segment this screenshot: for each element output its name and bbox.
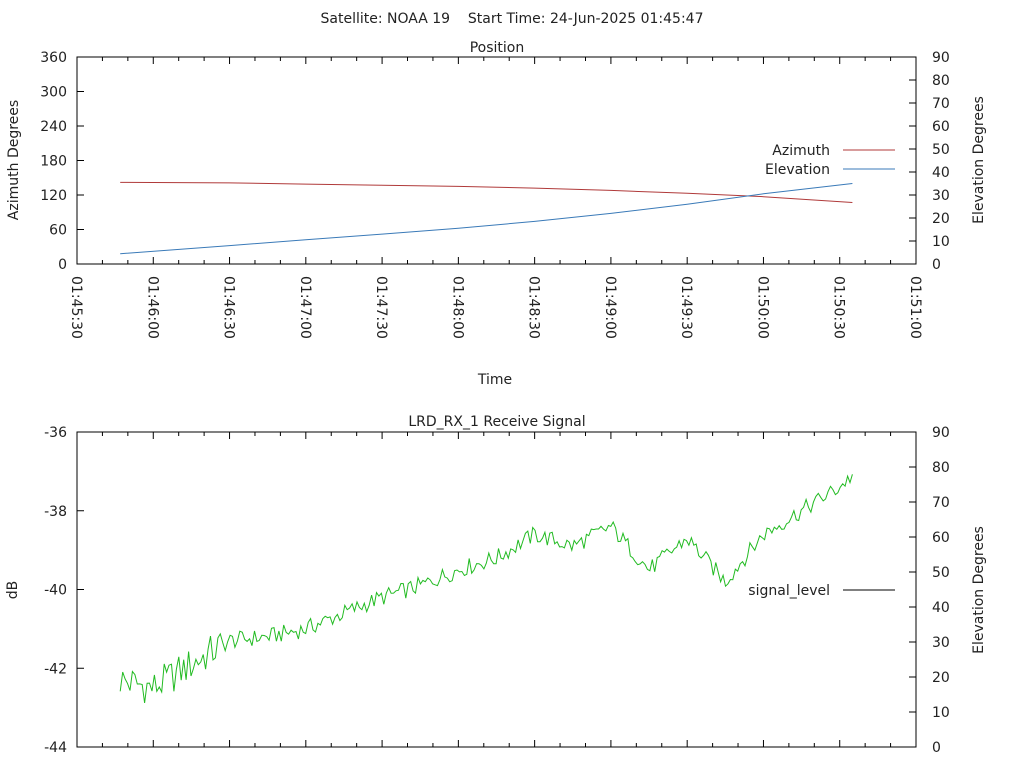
legend-label-azimuth: Azimuth (772, 143, 830, 159)
signal-level-line (119, 474, 853, 703)
position-series-line-azimuth (120, 181, 853, 203)
position-series-line-elevation (120, 183, 853, 255)
signal-y2-tick-label: 40 (932, 600, 950, 616)
position-chart: Position 0 60 120 180 240 300 360 0 10 20 30 40 50 6… (6, 40, 987, 388)
signal-y-axis-label: dB (5, 581, 21, 600)
signal-y2-tick-label: 70 (932, 495, 950, 511)
position-y2-tick-label: 0 (932, 257, 941, 273)
signal-y-tick-label: -44 (44, 740, 67, 756)
signal-y2-tick-label: 50 (932, 565, 950, 581)
signal-y2-tick-label: 20 (932, 670, 950, 686)
signal-plot-frame (76, 431, 917, 748)
position-x-tick-label: 01:46:30 (221, 276, 237, 339)
signal-y-tick-label: -40 (44, 583, 67, 599)
signal-y2-tick-label: 10 (932, 705, 950, 721)
position-ticks (76, 56, 917, 265)
signal-y2-axis-label: Elevation Degrees (971, 526, 987, 654)
signal-y2-tick-label: 0 (932, 740, 941, 756)
position-y2-axis-label: Elevation Degrees (971, 96, 987, 224)
signal-ticks (76, 431, 917, 748)
signal-y-tick-label: -42 (44, 661, 67, 677)
position-x-tick-label: 01:48:00 (449, 276, 465, 339)
position-x-tick-labels: 01:45:30 01:46:00 01:46:30 01:47:00 01:47:30… (68, 276, 923, 339)
signal-y2-tick-label: 30 (932, 635, 950, 651)
position-x-tick-label: 01:45:30 (68, 276, 84, 339)
figure-title: Satellite: NOAA 19 Start Time: 24-Jun-20… (321, 11, 704, 27)
position-y-tick-labels: 0 60 120 180 240 300 360 (40, 50, 67, 273)
position-y2-tick-label: 80 (932, 73, 950, 89)
position-y-tick-label: 60 (49, 223, 67, 239)
position-x-tick-label: 01:47:00 (297, 276, 313, 339)
position-y2-tick-label: 10 (932, 234, 950, 250)
position-x-tick-label: 01:49:30 (678, 276, 694, 339)
position-y-tick-label: 360 (40, 50, 67, 66)
position-y2-tick-label: 60 (932, 119, 950, 135)
position-y-tick-label: 120 (40, 188, 67, 204)
position-x-tick-label: 01:47:30 (373, 276, 389, 339)
position-x-tick-label: 01:51:00 (907, 276, 923, 339)
position-legend: Azimuth Elevation (765, 143, 895, 178)
signal-y-tick-labels: -44 -42 -40 -38 -36 (44, 425, 67, 756)
position-series (120, 181, 853, 255)
position-plot-frame (76, 56, 917, 265)
signal-y2-tick-label: 90 (932, 425, 950, 441)
signal-y-tick-label: -38 (44, 504, 67, 520)
position-x-tick-label: 01:49:00 (602, 276, 618, 339)
position-y2-tick-label: 50 (932, 142, 950, 158)
position-x-tick-label: 01:50:30 (831, 276, 847, 339)
signal-y-tick-label: -36 (44, 425, 67, 441)
signal-series (119, 474, 853, 703)
position-y-axis-label: Azimuth Degrees (6, 100, 22, 220)
position-y2-tick-labels: 0 10 20 30 40 50 60 70 80 90 (932, 50, 950, 273)
position-y2-tick-label: 20 (932, 211, 950, 227)
position-y2-tick-label: 70 (932, 96, 950, 112)
signal-chart-title: LRD_RX_1 Receive Signal (408, 414, 585, 430)
position-x-axis-label: Time (477, 372, 512, 388)
position-y2-tick-label: 40 (932, 165, 950, 181)
position-y2-tick-label: 30 (932, 188, 950, 204)
position-x-tick-label: 01:48:30 (526, 276, 542, 339)
signal-y2-tick-label: 60 (932, 530, 950, 546)
position-x-tick-label: 01:46:00 (144, 276, 160, 339)
position-chart-title: Position (470, 40, 525, 56)
position-y2-tick-label: 90 (932, 50, 950, 66)
signal-y2-tick-label: 80 (932, 460, 950, 476)
signal-chart: LRD_RX_1 Receive Signal -44-42-40-38-36 … (5, 414, 987, 756)
position-y-tick-label: 300 (40, 85, 67, 101)
legend-label-elevation: Elevation (765, 162, 830, 178)
signal-y2-tick-labels: 0 10 20 30 40 50 60 70 80 90 (932, 425, 950, 756)
legend-label-signal-level: signal_level (748, 583, 830, 599)
position-y-tick-label: 0 (58, 257, 67, 273)
position-y-tick-label: 240 (40, 119, 67, 135)
position-y-tick-label: 180 (40, 154, 67, 170)
signal-legend: signal_level (748, 583, 895, 599)
position-x-tick-label: 01:50:00 (754, 276, 770, 339)
